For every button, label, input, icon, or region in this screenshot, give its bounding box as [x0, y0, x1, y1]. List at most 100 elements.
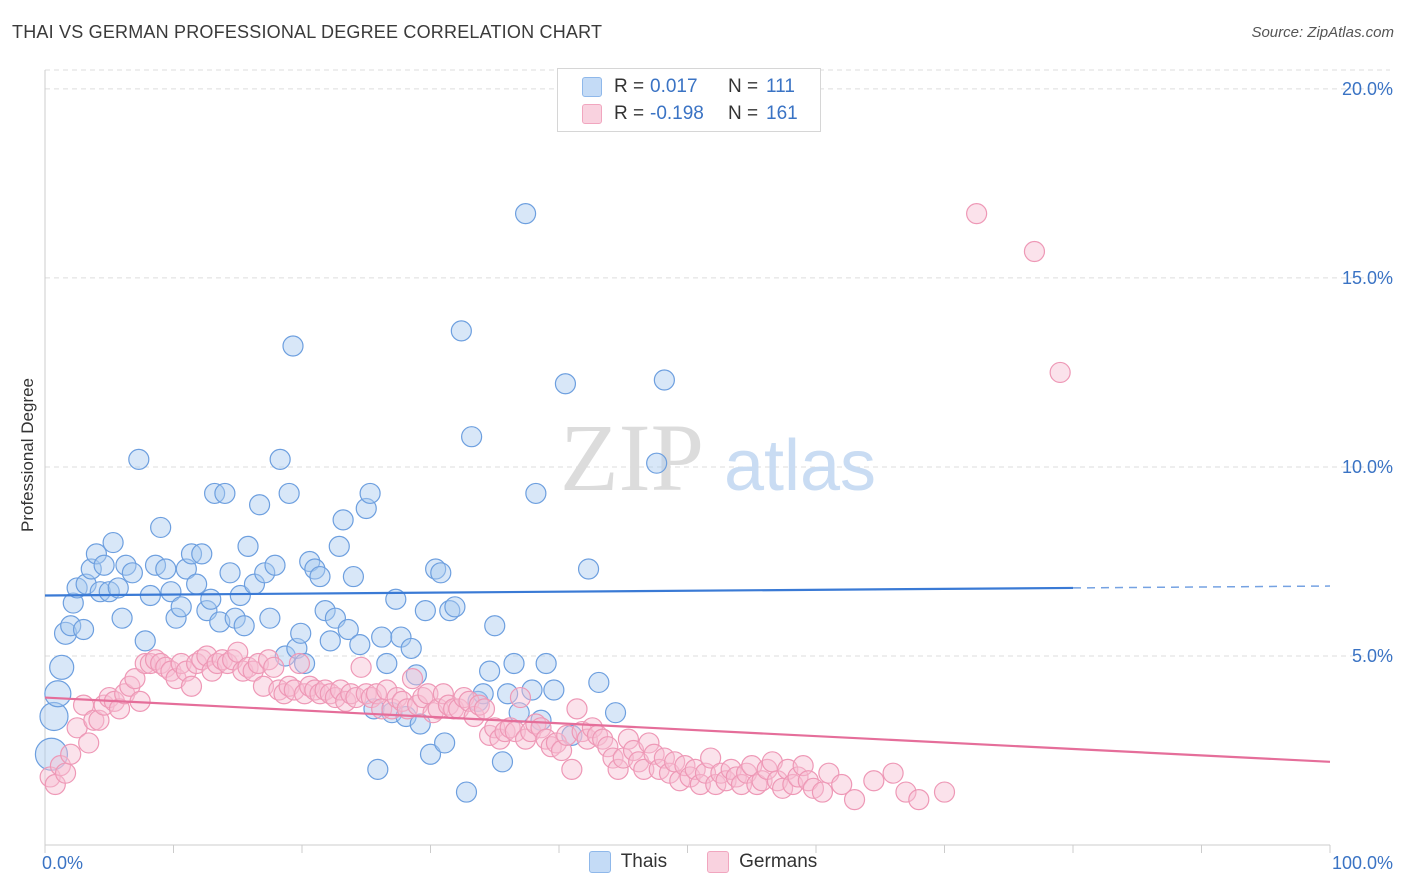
- germans-point: [566, 698, 588, 720]
- thais-point: [89, 581, 111, 603]
- germans-point: [751, 770, 773, 792]
- thais-point: [328, 535, 350, 557]
- germans-legend-label: Germans: [739, 851, 818, 872]
- germans-point: [689, 773, 711, 796]
- thais-point: [342, 565, 364, 588]
- thais-point: [102, 531, 124, 554]
- thais-swatch: [582, 77, 602, 97]
- germans-points: [39, 203, 1071, 811]
- thais-point: [160, 581, 182, 603]
- thais-point: [264, 554, 286, 576]
- thais-point: [282, 335, 304, 357]
- thais-legend-swatch: [588, 851, 611, 873]
- x-tick-label: 0.0%: [42, 853, 83, 873]
- thais-point: [484, 615, 506, 637]
- y-tick-label: 10.0%: [1342, 457, 1393, 477]
- source-label: Source: ZipAtlas.com: [1251, 24, 1394, 41]
- thais-point: [604, 702, 627, 724]
- thais-point: [49, 654, 75, 680]
- germans-point: [895, 781, 917, 803]
- germans-point: [54, 762, 77, 784]
- watermark: ZIP atlas: [560, 404, 876, 511]
- tick-labels: 5.0% 10.0% 15.0% 20.0% 0.0% 100.0%: [42, 79, 1393, 873]
- legend-r-value: 0.017: [650, 76, 698, 97]
- thais-point: [359, 482, 381, 505]
- thais-point: [385, 588, 407, 610]
- germans-point: [966, 203, 988, 225]
- legend-n-value: 111: [766, 76, 795, 97]
- thais-point: [461, 426, 483, 448]
- series-legend: Thais Germans: [0, 851, 1406, 873]
- germans-point: [288, 652, 311, 675]
- thais-point: [419, 743, 442, 765]
- legend-n-label: N =: [728, 76, 759, 97]
- thais-point: [237, 535, 259, 557]
- thais-point: [85, 543, 108, 565]
- thais-point: [155, 558, 177, 580]
- germans-point: [263, 656, 285, 678]
- germans-point: [78, 732, 100, 754]
- thais-point: [367, 758, 389, 780]
- watermark-zip: ZIP: [560, 404, 704, 511]
- germans-point: [843, 789, 866, 811]
- thais-point: [39, 701, 69, 732]
- thais-point: [349, 634, 371, 656]
- thais-point: [543, 679, 565, 701]
- germans-point: [60, 743, 82, 765]
- y-tick-label: 20.0%: [1342, 79, 1393, 99]
- thais-point: [514, 203, 537, 225]
- y-tick-label: 5.0%: [1352, 646, 1393, 666]
- legend-row-germans: R = -0.198 N = 161: [582, 102, 798, 126]
- trend-lines: [44, 585, 1331, 763]
- correlation-legend: R = 0.017 N = 111 R = -0.198 N = 161: [557, 68, 821, 132]
- legend-r-label: R =: [614, 103, 645, 124]
- thais-point: [121, 562, 143, 584]
- legend-n-value: 161: [766, 103, 798, 124]
- germans-swatch: [582, 104, 602, 124]
- legend-r-label: R =: [614, 76, 645, 97]
- germans-point: [473, 698, 496, 720]
- thais-point: [170, 596, 192, 618]
- germans-point: [83, 709, 105, 731]
- thais-point: [554, 373, 577, 395]
- watermark-atlas: atlas: [724, 426, 876, 506]
- thais-point: [233, 615, 255, 637]
- legend-n-label: N =: [728, 103, 759, 124]
- thais-point: [150, 516, 172, 539]
- germans-point: [607, 758, 629, 780]
- thais-point: [107, 577, 129, 599]
- thais-point: [337, 618, 359, 641]
- thais-point: [134, 630, 156, 652]
- axes: [44, 70, 1331, 853]
- thais-point: [165, 607, 187, 629]
- thais-point: [259, 607, 281, 629]
- thais-point: [430, 562, 452, 584]
- germans-point: [933, 781, 956, 803]
- thais-point: [653, 369, 675, 391]
- thais-point: [60, 615, 82, 637]
- thais-point: [44, 680, 72, 708]
- thais-point: [191, 543, 213, 565]
- thais-point: [248, 494, 271, 516]
- thais-point: [503, 652, 525, 675]
- legend-r-value: -0.198: [650, 103, 704, 124]
- x-tick-label: 100.0%: [1332, 853, 1393, 873]
- thais-trend-line: [44, 586, 1074, 597]
- thais-point: [414, 600, 436, 622]
- grid-lines: [45, 69, 1390, 657]
- germans-point: [863, 770, 885, 792]
- thais-legend-label: Thais: [620, 851, 668, 872]
- germans-trend-line: [44, 696, 1331, 763]
- germans-point: [401, 668, 424, 690]
- germans-point: [633, 758, 655, 780]
- thais-point: [521, 679, 543, 701]
- thais-point: [332, 509, 354, 531]
- thais-point: [229, 584, 251, 607]
- thais-point: [200, 588, 222, 610]
- germans-point: [882, 762, 904, 784]
- germans-point: [700, 747, 722, 769]
- germans-point: [908, 789, 930, 811]
- thais-point: [405, 664, 427, 686]
- thais-point: [450, 320, 472, 342]
